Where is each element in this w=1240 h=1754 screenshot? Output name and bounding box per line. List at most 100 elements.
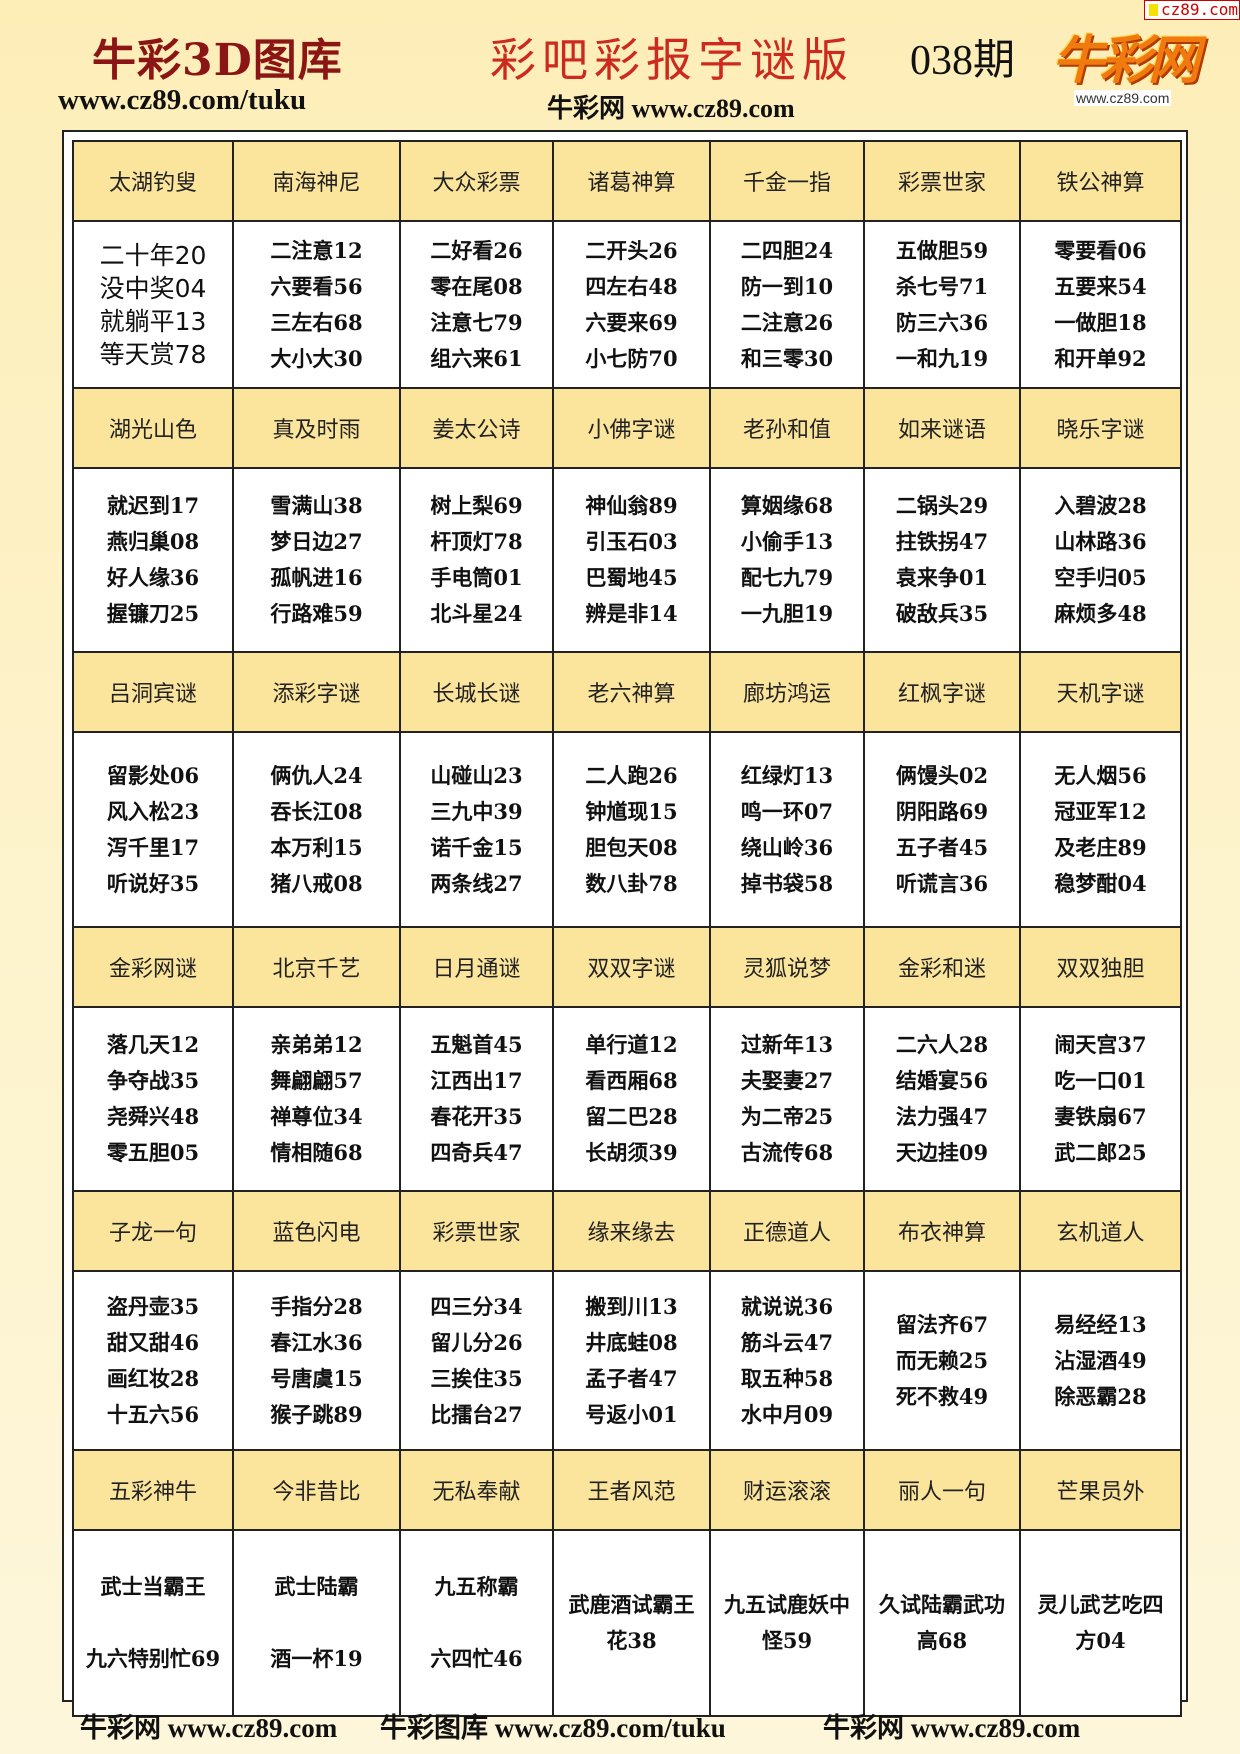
footer-link-3[interactable]: 牛彩网 www.cz89.com (823, 1713, 1081, 1743)
page-title: 彩吧彩报字谜版 (490, 33, 854, 87)
riddle-cell: 雪满山38 梦日边27 孤帆进16 行路难59 (232, 467, 401, 653)
riddle-line: 怪59 (761, 1628, 813, 1653)
riddle-line: 配七九79 (740, 565, 834, 590)
riddle-cell: 二注意12 六要看56 三左右68 大小大30 (232, 220, 401, 389)
riddle-line: 注意七79 (430, 309, 523, 335)
riddle-line: 武二郎25 (1054, 1140, 1147, 1165)
riddle-line: 辨是非14 (585, 601, 678, 626)
riddle-cell: 就说说36 筋斗云47 取五种58 水中月09 (709, 1270, 865, 1451)
riddle-line: 零五胆05 (106, 1140, 200, 1165)
riddle-cell: 无人烟56 冠亚军12 及老庄89 稳梦酣04 (1019, 731, 1182, 928)
riddle-line: 留儿分26 (430, 1329, 523, 1355)
riddle-line: 巴蜀地45 (585, 565, 678, 590)
riddle-line: 留影处06 (106, 762, 200, 788)
riddle-line: 猴子跳89 (270, 1401, 363, 1427)
riddle-line: 古流传68 (740, 1140, 834, 1165)
riddle-line: 杀七号71 (895, 273, 989, 299)
riddle-line: 二注意12 (270, 237, 363, 263)
expert-name-cell: 天机字谜 (1019, 651, 1182, 733)
riddle-line: 孟子者47 (585, 1365, 678, 1391)
riddle-line: 夫娶妻27 (740, 1068, 834, 1093)
expert-name-cell: 金彩网谜 (72, 926, 234, 1008)
riddle-cell: 灵儿武艺吃四 方04 (1019, 1529, 1182, 1717)
corner-site-tag[interactable]: cz89.com (1144, 0, 1240, 20)
riddle-line: 及老庄89 (1054, 834, 1147, 860)
riddle-cell: 留影处06 风入松23 泻千里17 听说好35 (72, 731, 234, 928)
riddle-line: 算姻缘68 (740, 493, 834, 518)
expert-name-cell: 子龙一句 (72, 1190, 234, 1272)
riddle-cell: 易经经13 沾湿酒49 除恶霸28 (1019, 1270, 1182, 1451)
riddle-line: 二人跑26 (585, 762, 678, 788)
riddle-line: 争夺战35 (106, 1068, 200, 1093)
expert-name-cell: 今非昔比 (232, 1449, 401, 1531)
riddle-line: 杆顶灯78 (430, 529, 523, 554)
sub-url[interactable]: 牛彩网 www.cz89.com (547, 94, 795, 123)
riddle-line: 钟馗现15 (585, 798, 678, 824)
riddle-line: 树上梨69 (430, 493, 523, 518)
riddle-line: 盗丹壶35 (106, 1293, 200, 1319)
riddle-line: 一做胆18 (1054, 309, 1147, 335)
riddle-line: 二六人28 (895, 1032, 989, 1057)
riddle-line: 二锅头29 (895, 493, 989, 518)
issue-number: 038期 (910, 38, 1016, 84)
riddle-line: 法力强47 (895, 1104, 989, 1129)
expert-name-cell: 红枫字谜 (863, 651, 1021, 733)
riddle-line: 四奇兵47 (430, 1140, 523, 1165)
header-row: 太湖钓叟 南海神尼 大众彩票 诸葛神算 千金一指 彩票世家 铁公神算 (72, 140, 1182, 222)
riddle-line: 孤帆进16 (270, 565, 363, 590)
expert-name-cell: 正德道人 (709, 1190, 865, 1272)
expert-name-cell: 无私奉献 (399, 1449, 554, 1531)
riddle-line: 好人缘36 (106, 565, 200, 590)
riddle-line: 大小大30 (270, 345, 363, 371)
expert-name-cell: 双双独胆 (1019, 926, 1182, 1008)
riddle-line: 一和九19 (895, 345, 989, 371)
riddle-line: 五做胆59 (895, 237, 989, 263)
riddle-line: 九六特别忙69 (85, 1646, 221, 1671)
footer-link-1[interactable]: 牛彩网 www.cz89.com (80, 1713, 338, 1743)
expert-name-cell: 王者风范 (552, 1449, 711, 1531)
riddle-line: 江西出17 (430, 1068, 523, 1093)
riddle-cell: 俩馒头02 阴阳路69 五子者45 听谎言36 (863, 731, 1021, 928)
riddle-cell: 零要看06 五要来54 一做胆18 和开单92 (1019, 220, 1182, 389)
riddle-line: 单行道12 (585, 1032, 678, 1057)
riddle-line: 冠亚军12 (1054, 798, 1147, 824)
expert-name-cell: 玄机道人 (1019, 1190, 1182, 1272)
riddle-cell: 亲弟弟12 舞翩翩57 禅尊位34 情相随68 (232, 1006, 401, 1192)
riddle-cell: 过新年13 夫娶妻27 为二帝25 古流传68 (709, 1006, 865, 1192)
riddle-table: 太湖钓叟 南海神尼 大众彩票 诸葛神算 千金一指 彩票世家 铁公神算 二十年20 没中奖04 就躺… (72, 140, 1182, 1717)
riddle-line: 泻千里17 (106, 834, 200, 860)
riddle-line: 十五六56 (106, 1401, 200, 1427)
riddle-line: 一九胆19 (740, 601, 834, 626)
expert-name-cell: 吕洞宾谜 (72, 651, 234, 733)
header-row: 五彩神牛 今非昔比 无私奉献 王者风范 财运滚滚 丽人一句 芒果员外 (72, 1449, 1182, 1531)
riddle-line: 听说好35 (106, 870, 200, 896)
riddle-line: 本万利15 (270, 834, 363, 860)
riddle-line: 五魁首45 (430, 1032, 523, 1057)
riddle-line: 握镰刀25 (106, 601, 200, 626)
riddle-line: 九五试鹿妖中 (724, 1592, 850, 1617)
riddle-line: 吞长江08 (270, 798, 363, 824)
riddle-line: 比擂台27 (430, 1401, 523, 1427)
riddle-line: 亲弟弟12 (270, 1032, 363, 1057)
riddle-line: 就躺平13 (99, 306, 207, 336)
riddle-line: 久试陆霸武功 (879, 1592, 1005, 1617)
riddle-line: 空手归05 (1054, 565, 1147, 590)
riddle-line: 号返小01 (585, 1401, 678, 1427)
riddle-line: 五子者45 (895, 834, 989, 860)
site-url[interactable]: www.cz89.com/tuku (58, 84, 307, 116)
riddle-line: 手指分28 (270, 1293, 363, 1319)
riddle-line: 俩馒头02 (895, 762, 989, 788)
riddle-cell: 算姻缘68 小偷手13 配七九79 一九胆19 (709, 467, 865, 653)
expert-name-cell: 财运滚滚 (709, 1449, 865, 1531)
riddle-cell: 入碧波28 山林路36 空手归05 麻烦多48 (1019, 467, 1182, 653)
riddle-cell: 久试陆霸武功 高68 (863, 1529, 1021, 1717)
riddle-line: 水中月09 (740, 1401, 834, 1427)
body-row: 留影处06 风入松23 泻千里17 听说好35 俩仇人24 吞长江08 本万利15 猪八戒08… (72, 731, 1182, 928)
expert-name-cell: 大众彩票 (399, 140, 554, 222)
expert-name-cell: 彩票世家 (399, 1190, 554, 1272)
footer-link-2[interactable]: 牛彩图库 www.cz89.com/tuku (380, 1713, 726, 1743)
riddle-line: 六要看56 (270, 273, 363, 299)
header-row: 吕洞宾谜 添彩字谜 长城长谜 老六神算 廊坊鸿运 红枫字谜 天机字谜 (72, 651, 1182, 733)
riddle-line: 俩仇人24 (270, 762, 363, 788)
riddle-line: 天边挂09 (895, 1140, 989, 1165)
